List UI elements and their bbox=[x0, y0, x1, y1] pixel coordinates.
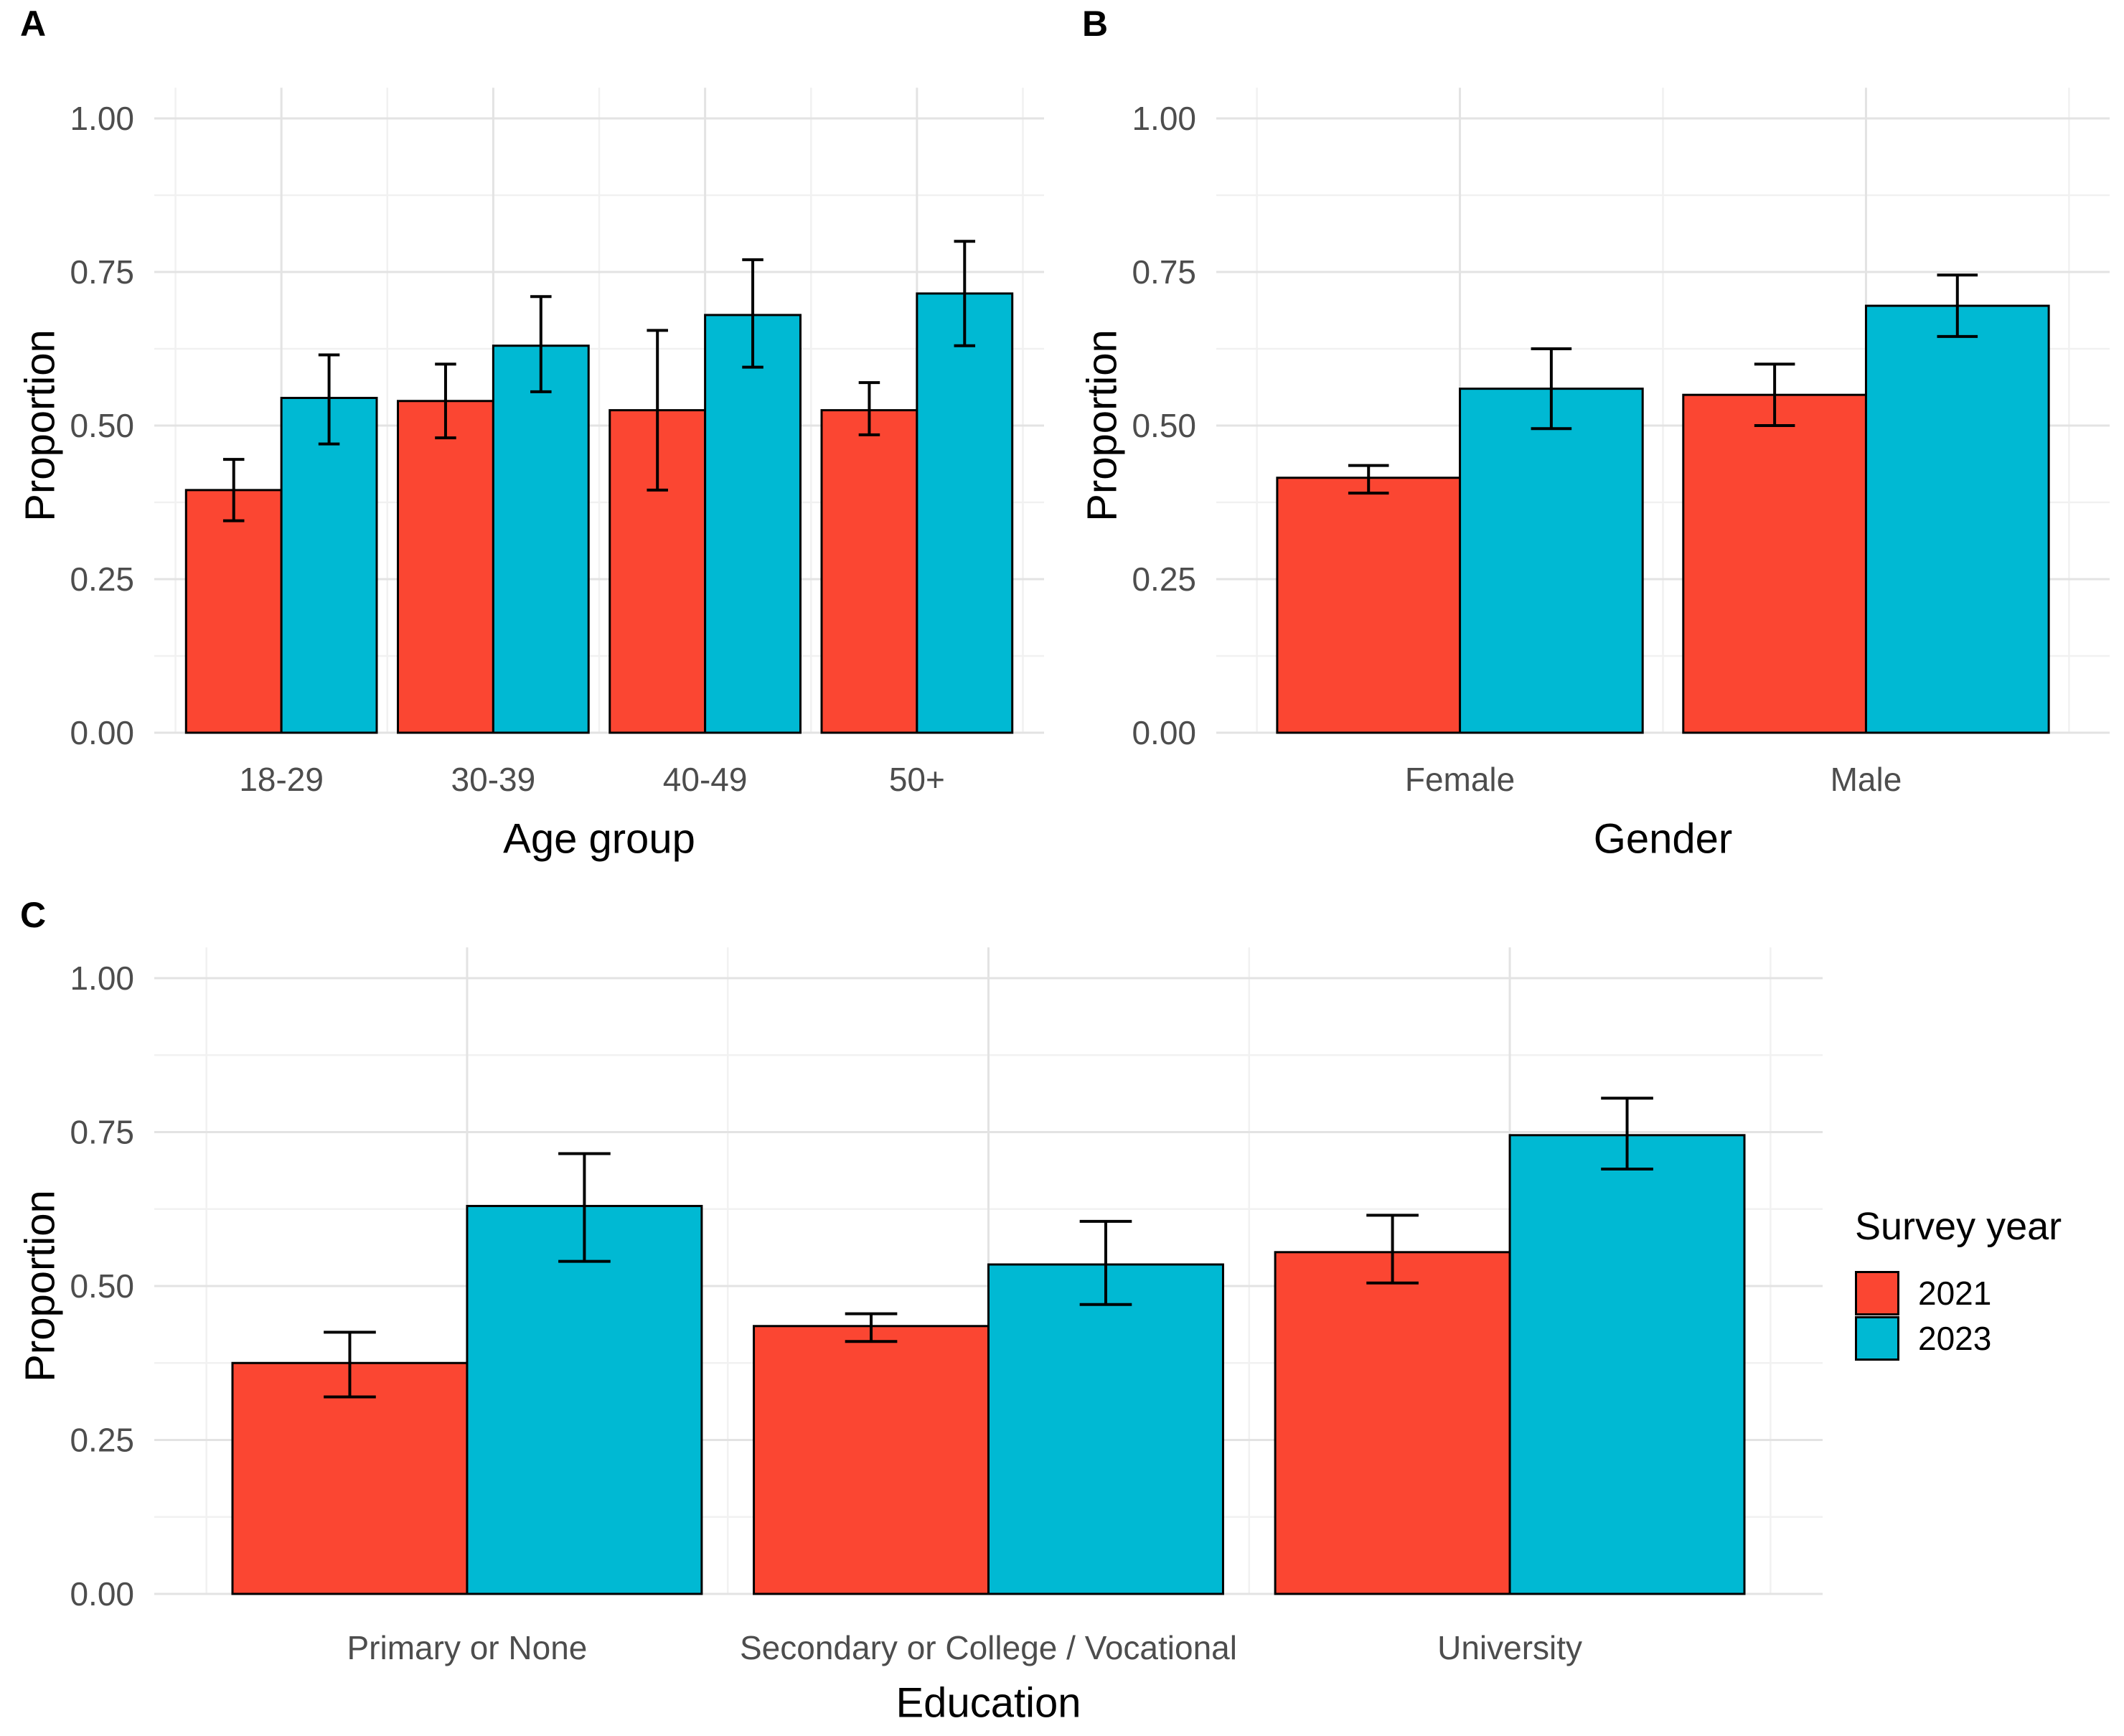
y-tick-label: 0.25 bbox=[1132, 560, 1196, 598]
errorbar-2023-3 bbox=[742, 258, 763, 369]
y-tick-label: 1.00 bbox=[70, 960, 134, 997]
bar-2021-4 bbox=[820, 409, 918, 734]
errorbar-2021-4 bbox=[858, 381, 880, 436]
panel-a-chart: 0.00 0.25 0.50 0.75 1.00 18-29 30-39 40-49 50+ Ag… bbox=[17, 88, 1044, 862]
x-tick-label: University bbox=[1437, 1629, 1582, 1666]
errorbar-2021-1 bbox=[222, 458, 245, 522]
y-tick-label: 1.00 bbox=[1132, 100, 1196, 137]
bar-2023-1 bbox=[466, 1204, 703, 1595]
y-tick-label: 1.00 bbox=[70, 100, 134, 137]
errorbar-2021-2 bbox=[1754, 362, 1795, 427]
y-tick-label: 0.25 bbox=[70, 1422, 134, 1459]
x-tick-label: Female bbox=[1405, 761, 1515, 798]
bar-2023-2 bbox=[492, 344, 590, 734]
y-tick-label: 0.75 bbox=[70, 253, 134, 291]
bar-2023-2 bbox=[987, 1263, 1224, 1595]
panel-c-label: C bbox=[20, 895, 47, 935]
errorbar-2023-1 bbox=[1531, 347, 1572, 431]
errorbar-2023-3 bbox=[1601, 1097, 1653, 1170]
bar-2021-1 bbox=[1276, 477, 1462, 734]
y-tick-label: 0.00 bbox=[1132, 714, 1196, 751]
bar-2023-3 bbox=[1508, 1134, 1746, 1595]
y-tick-label: 0.00 bbox=[70, 1575, 134, 1613]
errorbar-2023-2 bbox=[1079, 1219, 1132, 1306]
legend: Survey year 2021 2023 bbox=[1855, 1204, 2062, 1361]
errorbar-2021-2 bbox=[435, 362, 456, 440]
x-tick-label: Secondary or College / Vocational bbox=[740, 1629, 1237, 1666]
bar-2021-1 bbox=[184, 489, 283, 734]
y-tick-label: 0.50 bbox=[1132, 407, 1196, 444]
x-tick-label: Male bbox=[1831, 761, 1902, 798]
errorbar-2023-2 bbox=[1937, 273, 1978, 338]
bar-2023-2 bbox=[1864, 304, 2050, 734]
bar-2021-2 bbox=[1682, 393, 1867, 734]
x-axis-title: Gender bbox=[1594, 815, 1732, 862]
y-axis-title: Proportion bbox=[17, 1190, 63, 1382]
x-axis-title: Education bbox=[896, 1679, 1081, 1726]
bar-2023-4 bbox=[916, 292, 1014, 734]
bar-2021-2 bbox=[397, 400, 494, 734]
errorbar-2023-1 bbox=[318, 353, 340, 446]
legend-swatch-2021 bbox=[1855, 1270, 1899, 1315]
y-tick-label: 0.75 bbox=[70, 1114, 134, 1151]
errorbar-2021-3 bbox=[647, 329, 668, 492]
bar-2021-1 bbox=[231, 1361, 469, 1595]
errorbar-2021-1 bbox=[324, 1331, 376, 1399]
panel-b-label: B bbox=[1082, 4, 1109, 44]
x-tick-label: 50+ bbox=[889, 761, 945, 798]
y-tick-label: 0.50 bbox=[70, 1267, 134, 1305]
errorbar-2023-1 bbox=[558, 1152, 611, 1263]
x-tick-label: Primary or None bbox=[347, 1629, 588, 1666]
legend-label-2021: 2021 bbox=[1918, 1274, 1992, 1312]
x-tick-label: 30-39 bbox=[451, 761, 536, 798]
legend-item-2023: 2023 bbox=[1855, 1315, 2062, 1361]
panel-c-chart: 0.00 0.25 0.50 0.75 1.00 Primary or None Secon… bbox=[17, 947, 1823, 1726]
x-tick-label: 18-29 bbox=[239, 761, 324, 798]
legend-title: Survey year bbox=[1855, 1205, 2062, 1248]
legend-swatch-2023 bbox=[1855, 1315, 1899, 1361]
legend-label-2023: 2023 bbox=[1918, 1319, 1992, 1357]
bar-2023-3 bbox=[704, 314, 802, 734]
bar-2021-3 bbox=[1274, 1251, 1511, 1595]
errorbar-2021-2 bbox=[845, 1312, 898, 1343]
bar-2021-2 bbox=[753, 1325, 990, 1595]
y-tick-label: 0.25 bbox=[70, 560, 134, 598]
errorbar-2023-2 bbox=[530, 295, 552, 393]
y-tick-label: 0.00 bbox=[70, 714, 134, 751]
legend-item-2021: 2021 bbox=[1855, 1270, 2062, 1315]
errorbar-2021-1 bbox=[1348, 464, 1389, 495]
bar-2023-1 bbox=[1459, 388, 1644, 734]
panel-a-label: A bbox=[20, 4, 47, 44]
y-axis-title: Proportion bbox=[17, 329, 63, 522]
x-tick-label: 40-49 bbox=[663, 761, 748, 798]
x-axis-title: Age group bbox=[503, 815, 695, 862]
y-tick-label: 0.50 bbox=[70, 407, 134, 444]
errorbar-2023-4 bbox=[954, 240, 976, 347]
bar-2023-1 bbox=[280, 396, 378, 734]
errorbar-2021-3 bbox=[1366, 1214, 1419, 1285]
y-axis-title: Proportion bbox=[1079, 329, 1125, 522]
panel-b-chart: 0.00 0.25 0.50 0.75 1.00 Female Male Gender Prop… bbox=[1079, 88, 2110, 862]
y-tick-label: 0.75 bbox=[1132, 253, 1196, 291]
